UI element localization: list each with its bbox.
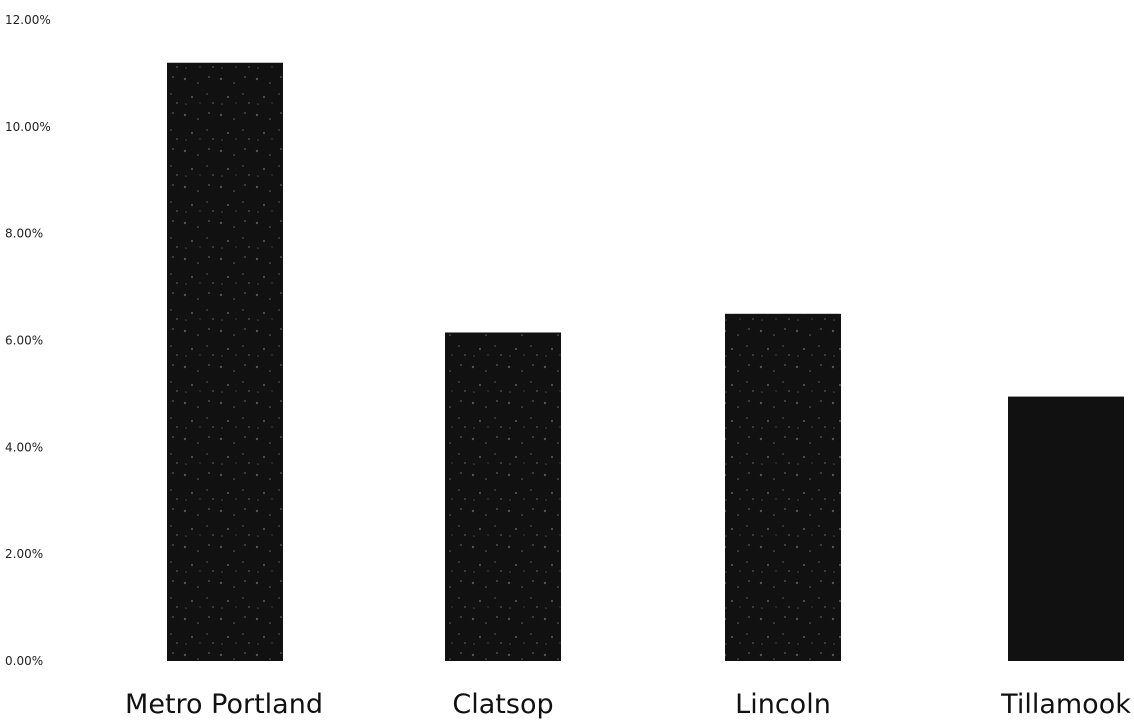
bar-clatsop [445, 332, 561, 661]
y-tick-label: 0.00% [5, 654, 43, 668]
x-tick-label: Metro Portland [125, 689, 323, 720]
y-tick-label: 4.00% [5, 440, 43, 454]
x-tick-label: Lincoln [735, 689, 831, 720]
x-axis: Metro Portland Clatsop Lincoln Tillamook [125, 689, 1131, 720]
bar-tillamook [1008, 396, 1124, 661]
y-axis: 0.00% 2.00% 4.00% 6.00% 8.00% 10.00% 12.00% [5, 13, 51, 668]
bar-metro-portland [167, 62, 283, 661]
y-tick-label: 10.00% [5, 120, 51, 134]
y-tick-label: 6.00% [5, 334, 43, 348]
y-tick-label: 2.00% [5, 547, 43, 561]
bar-lincoln [725, 313, 841, 661]
x-tick-label: Tillamook [1000, 689, 1131, 720]
x-tick-label: Clatsop [452, 689, 553, 720]
y-tick-label: 8.00% [5, 227, 43, 241]
bars [167, 62, 1124, 661]
y-tick-label: 12.00% [5, 13, 51, 27]
